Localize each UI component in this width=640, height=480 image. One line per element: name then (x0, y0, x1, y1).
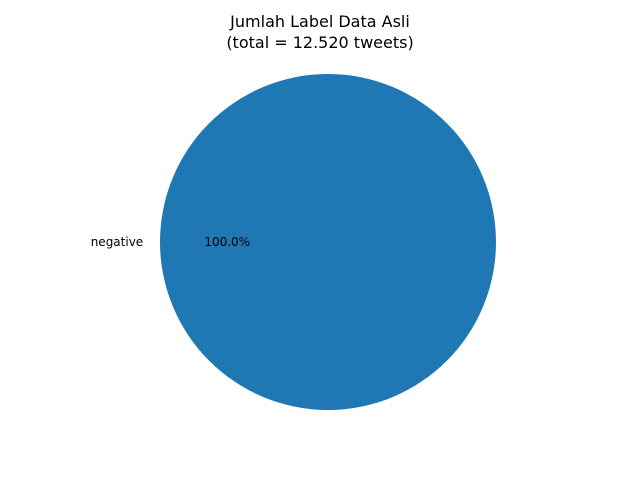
slice-percent-negative: 100.0% (204, 235, 250, 249)
chart-title: Jumlah Label Data Asli (230, 12, 410, 31)
chart-subtitle: (total = 12.520 tweets) (226, 33, 414, 52)
pie-slice-negative (160, 74, 496, 410)
slice-label-negative: negative (91, 235, 143, 249)
